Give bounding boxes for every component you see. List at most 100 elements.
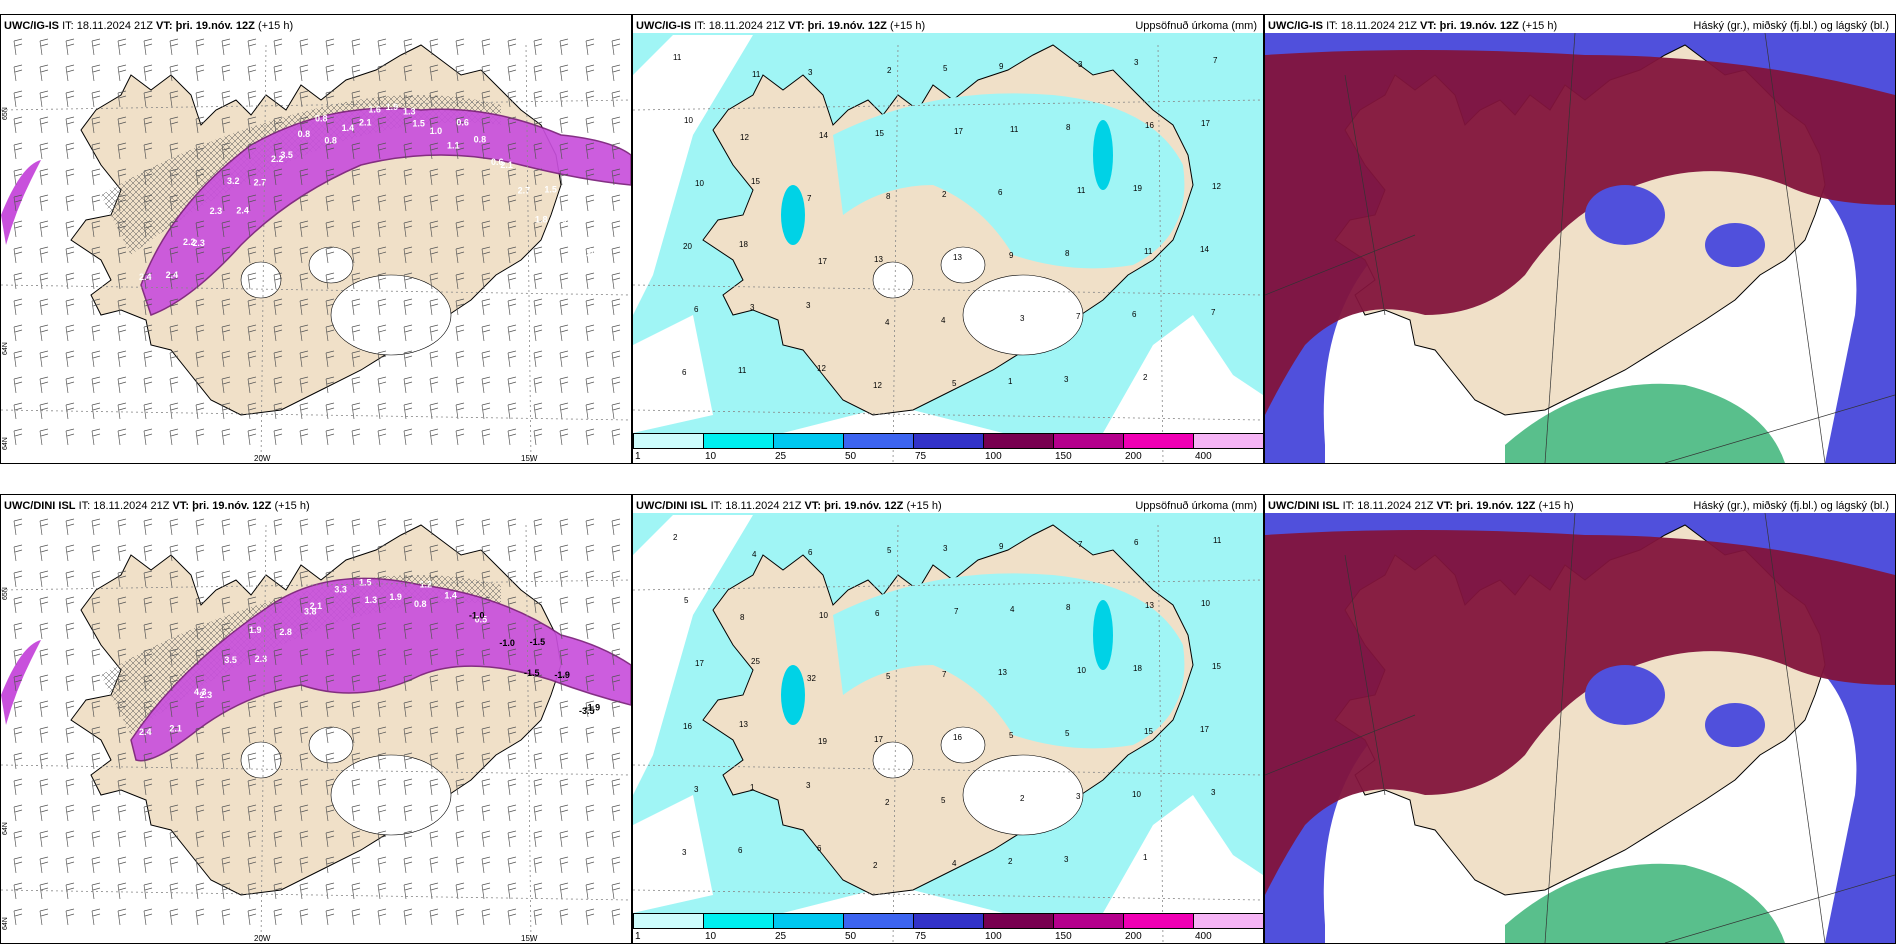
wind-barb (403, 272, 413, 290)
wind-barb (481, 856, 491, 874)
wind-barb (13, 622, 23, 640)
wind-barb (481, 90, 491, 108)
wind-barb (507, 648, 517, 666)
wind-barb (377, 856, 387, 874)
wind-barb (481, 246, 491, 264)
wind-barb (273, 674, 283, 692)
wind-value-label: 2.4 (236, 205, 249, 215)
wind-barb (481, 908, 491, 926)
model-name: UWC/IG-IS (1268, 20, 1323, 32)
wind-barb (585, 544, 595, 562)
wind-barb (377, 428, 387, 446)
wind-barb (299, 700, 309, 718)
wind-barb (299, 272, 309, 290)
wind-value-label: 2.3 (192, 238, 205, 248)
wind-barb (13, 778, 23, 796)
wind-barb (247, 428, 257, 446)
wind-barb (403, 908, 413, 926)
wind-barb (507, 856, 517, 874)
lead-time: (+15 h) (1538, 500, 1574, 512)
wind-barb (13, 596, 23, 614)
wind-barb (533, 674, 543, 692)
precip-value-label: 2 (887, 66, 892, 75)
wind-barb (455, 272, 465, 290)
precip-value-label: 8 (1066, 603, 1071, 612)
wind-barb (403, 194, 413, 212)
wind-barb (481, 142, 491, 160)
lead-time: (+15 h) (257, 20, 294, 32)
glacier (872, 741, 914, 779)
wind-barb (585, 570, 595, 588)
precip-value-label: 8 (886, 192, 891, 201)
wind-barb (117, 246, 127, 264)
wind-barb (65, 116, 75, 134)
map-grid-line (1344, 554, 1386, 796)
wind-barb (559, 376, 569, 394)
wind-barb (221, 908, 231, 926)
wind-barb (455, 324, 465, 342)
precip-value-label: 3 (943, 544, 948, 553)
wind-barb (169, 376, 179, 394)
wind-barb (91, 674, 101, 692)
wind-barb (533, 64, 543, 82)
wind-barb (169, 856, 179, 874)
wind-barb (221, 90, 231, 108)
wind-barb (39, 168, 49, 186)
wind-barb (169, 324, 179, 342)
wind-value-label: 2.4 (139, 272, 152, 282)
wind-barb (169, 402, 179, 420)
wind-barb (13, 220, 23, 238)
wind-barb (169, 830, 179, 848)
wind-value-label: 1.2 (579, 248, 592, 258)
wind-barb (429, 298, 439, 316)
wind-barb (325, 194, 335, 212)
colorbar-swatch (1193, 913, 1263, 929)
wind-barb (377, 350, 387, 368)
wind-barb (429, 142, 439, 160)
wind-barb (273, 90, 283, 108)
precip-value-label: 3 (1064, 375, 1069, 384)
wind-barb (169, 544, 179, 562)
wind-barb (169, 116, 179, 134)
wind-barb (533, 570, 543, 588)
wind-barb (377, 116, 387, 134)
wind-barb (559, 90, 569, 108)
wind-barb (403, 246, 413, 264)
wind-barb (403, 376, 413, 394)
wind-barb (247, 116, 257, 134)
wind-barb (247, 142, 257, 160)
precip-colorbar: 1 10 25 50 75 100 150 200 400 (633, 433, 1263, 462)
precip-value-label: 4 (752, 550, 757, 559)
wind-barb (429, 194, 439, 212)
wind-barb (247, 700, 257, 718)
wind-barb (195, 778, 205, 796)
precip-value-label: 6 (738, 846, 743, 855)
wind-barb (299, 804, 309, 822)
wind-barb (221, 38, 231, 56)
wind-barb (65, 674, 75, 692)
wind-barb (247, 752, 257, 770)
panel-header: UWC/DINI ISL IT: 18.11.2024 21Z VT: þri.… (633, 495, 1263, 517)
wind-barb (169, 778, 179, 796)
wind-barb (91, 648, 101, 666)
wind-barb (559, 778, 569, 796)
wind-barb (507, 38, 517, 56)
wind-barb (403, 90, 413, 108)
wind-barb (169, 700, 179, 718)
wind-barb (299, 882, 309, 900)
wind-barb (325, 402, 335, 420)
model-name: UWC/IG-IS (636, 20, 691, 32)
wind-barb (39, 596, 49, 614)
precip-value-label: 15 (1212, 662, 1221, 671)
latitude-line (1, 889, 631, 901)
wind-barb (143, 778, 153, 796)
wind-barb (299, 64, 309, 82)
wind-barb (585, 350, 595, 368)
wind-barb (611, 90, 621, 108)
wind-barb (611, 272, 621, 290)
wind-barb (13, 674, 23, 692)
precip-value-label: 19 (818, 737, 827, 746)
precip-value-label: 14 (819, 131, 828, 140)
wind-barb (351, 596, 361, 614)
precip-value-label: 10 (1132, 790, 1141, 799)
